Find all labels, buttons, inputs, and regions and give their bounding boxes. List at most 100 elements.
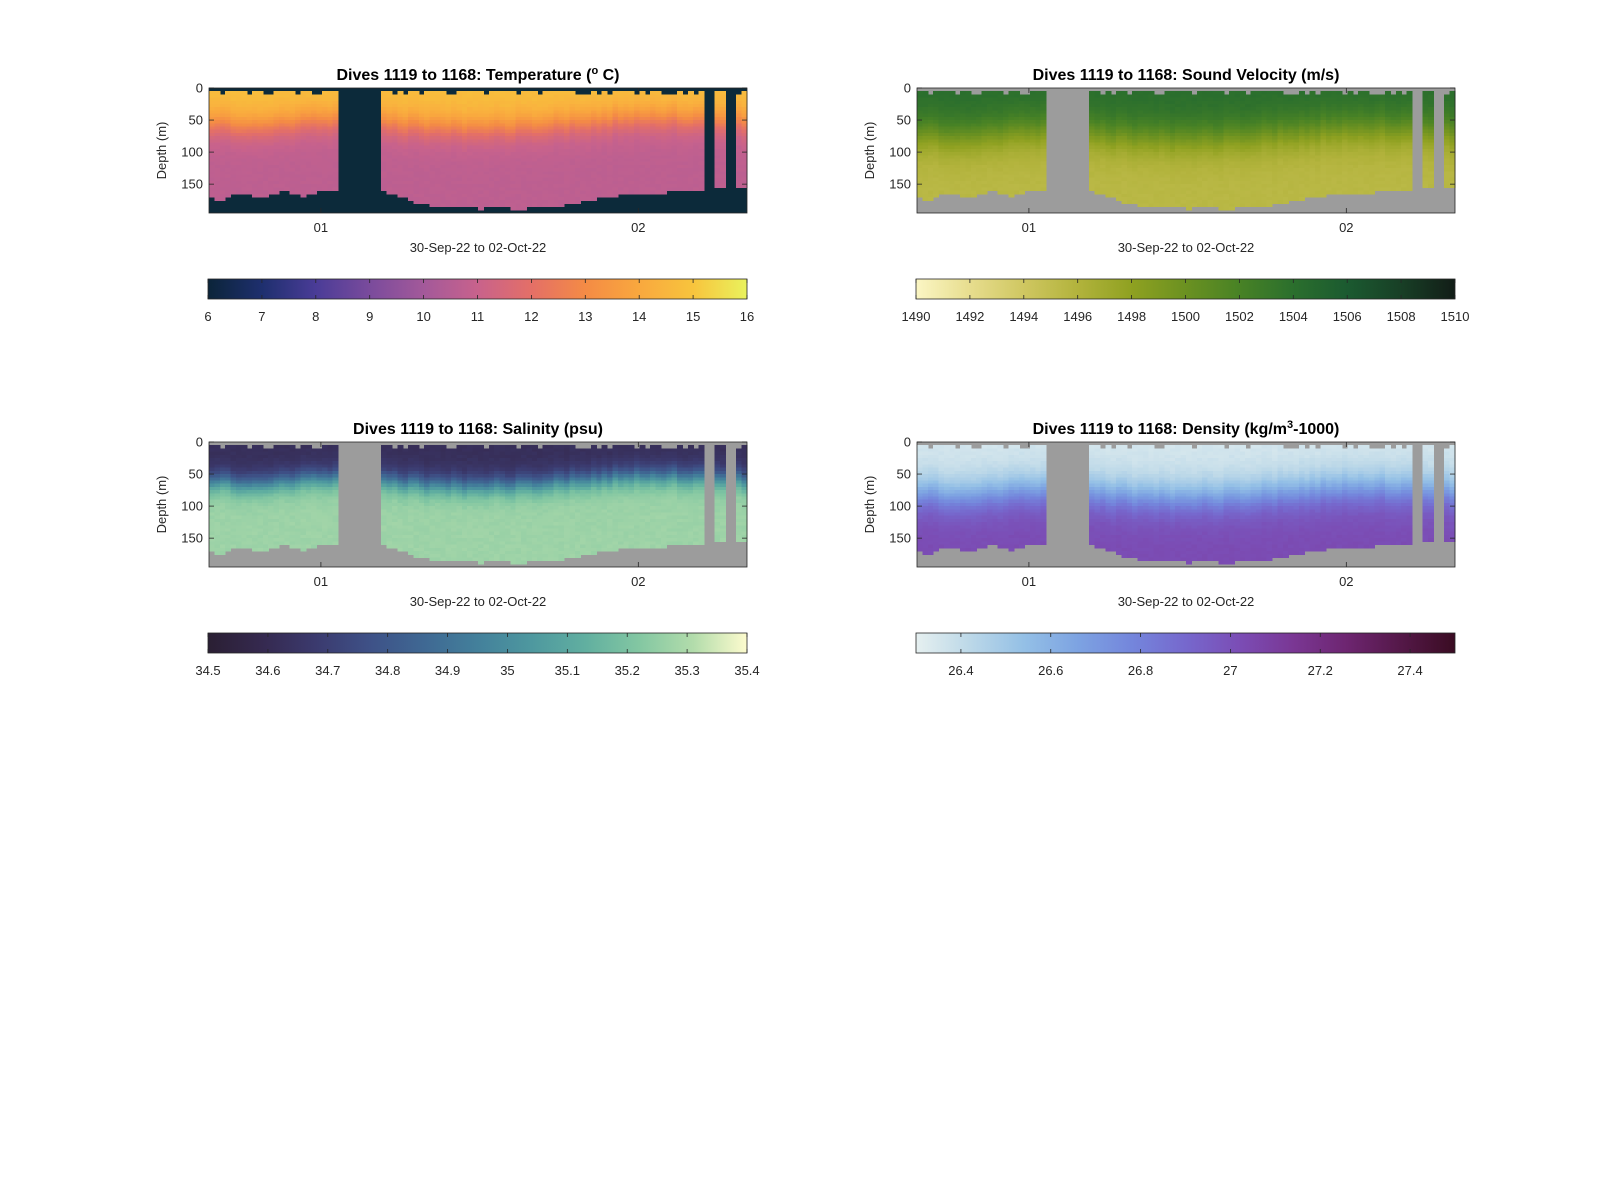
heatmap-cell <box>451 203 457 207</box>
heatmap-cell <box>607 194 613 198</box>
heatmap-cell <box>1003 191 1009 195</box>
heatmap-cell <box>467 203 473 207</box>
heatmap-cell <box>521 207 527 211</box>
heatmap-cell <box>672 187 678 191</box>
heatmap-cell <box>1143 203 1149 207</box>
heatmap-cell <box>618 191 624 195</box>
colorbar-tick-label: 10 <box>416 309 430 324</box>
heatmap-cell <box>381 187 387 191</box>
colorbar-tick-label: 13 <box>578 309 592 324</box>
heatmap-cells <box>209 91 748 210</box>
colorbar-tick-label: 7 <box>258 309 265 324</box>
colorbar-tick-label: 8 <box>312 309 319 324</box>
heatmap-cell <box>462 203 468 207</box>
heatmap-cell <box>387 191 393 195</box>
heatmap-cell <box>939 191 945 195</box>
colorbar-tick-label: 9 <box>366 309 373 324</box>
heatmap-cell <box>677 187 683 191</box>
heatmap-cell <box>1234 203 1240 207</box>
heatmap-cell <box>998 191 1004 195</box>
heatmap-cell <box>430 203 436 207</box>
heatmap-cell <box>274 191 280 195</box>
heatmap-cell <box>1138 203 1144 207</box>
colorbar-tick-label: 14 <box>632 309 646 324</box>
heatmap-cell <box>693 187 699 191</box>
heatmap-cell <box>257 194 263 198</box>
heatmap-cell <box>268 191 274 195</box>
heatmap-cell <box>944 191 950 195</box>
heatmap-cell <box>209 194 215 198</box>
heatmap-cell <box>982 191 988 195</box>
heatmap-cell <box>500 203 506 207</box>
y-axis-label: Depth (m) <box>154 122 169 180</box>
heatmap-cell <box>526 203 532 207</box>
heatmap-cell <box>629 191 635 195</box>
heatmap-cell <box>699 187 705 191</box>
heatmap-cell <box>532 203 538 207</box>
colorbar-tick-label: 6 <box>204 309 211 324</box>
heatmap-cell <box>992 187 998 191</box>
y-tick-label: 150 <box>181 177 203 192</box>
heatmap-cell <box>505 203 511 207</box>
heatmap-cell <box>483 203 489 207</box>
heatmap-cell <box>564 200 570 204</box>
chart-title-text: Dives 1119 to 1168: Temperature ( <box>336 67 592 84</box>
heatmap-cell <box>1008 194 1014 198</box>
heatmap-cell <box>1229 207 1235 211</box>
heatmap-cell <box>1224 207 1230 211</box>
chart-title-suffix: C) <box>598 67 619 84</box>
heatmap-cell <box>516 207 522 211</box>
heatmap-cell <box>231 191 237 195</box>
heatmap-cell <box>602 194 608 198</box>
heatmap-cell <box>214 197 220 201</box>
heatmap-cell <box>1148 203 1154 207</box>
heatmap-cell <box>596 194 602 198</box>
heatmap-cell <box>1111 194 1117 198</box>
heatmap-cell <box>1181 203 1187 207</box>
heatmap-cell <box>1170 203 1176 207</box>
heatmap-cell <box>933 194 939 198</box>
heatmap-cell <box>1272 200 1278 204</box>
heatmap-cell <box>1191 203 1197 207</box>
heatmap-cell <box>1019 191 1025 195</box>
heatmap-cell <box>591 197 597 201</box>
heatmap-cell <box>1132 200 1138 204</box>
heatmap-cell <box>976 191 982 195</box>
colorbar-tick-label: 11 <box>471 309 485 324</box>
heatmap-cell <box>220 197 226 201</box>
chart-title: Dives 1119 to 1168: Temperature (o C) <box>336 65 619 84</box>
heatmap-cell <box>290 191 296 195</box>
heatmap-cell <box>1127 200 1133 204</box>
chart-panel-2: Dives 1119 to 1168: Sound Velocity (m/s)… <box>862 67 1469 324</box>
heatmap-cell <box>949 191 955 195</box>
heatmap-cell <box>1175 203 1181 207</box>
heatmap-cell <box>489 203 495 207</box>
heatmap-cell <box>284 187 290 191</box>
heatmap-cell <box>559 203 565 207</box>
heatmap-cell <box>613 194 619 198</box>
heatmap-cell <box>569 200 575 204</box>
heatmap-cell <box>413 200 419 204</box>
heatmap-cell <box>715 184 721 188</box>
heatmap-cell <box>279 187 285 191</box>
heatmap-cell <box>1100 191 1106 195</box>
heatmap-cell <box>971 194 977 198</box>
chart-title-text: Dives 1119 to 1168: Sound Velocity (m/s) <box>1033 67 1340 84</box>
x-axis-label: 30-Sep-22 to 02-Oct-22 <box>410 240 547 255</box>
heatmap-cell <box>1164 203 1170 207</box>
heatmap-cell <box>1208 203 1214 207</box>
heatmap-cell <box>1121 200 1127 204</box>
heatmap-cell <box>1089 187 1095 191</box>
heatmap-cell <box>306 191 312 195</box>
heatmap-cell <box>510 207 516 211</box>
heatmap-cell <box>1213 203 1219 207</box>
heatmap-cell <box>241 191 247 195</box>
heatmap-cell <box>537 203 543 207</box>
heatmap-cell <box>645 191 651 195</box>
heatmap-cell <box>955 191 961 195</box>
heatmap-cell <box>922 197 928 201</box>
heatmap-cell <box>1197 203 1203 207</box>
heatmap-cell <box>1035 187 1041 191</box>
heatmap-cell <box>236 191 242 195</box>
